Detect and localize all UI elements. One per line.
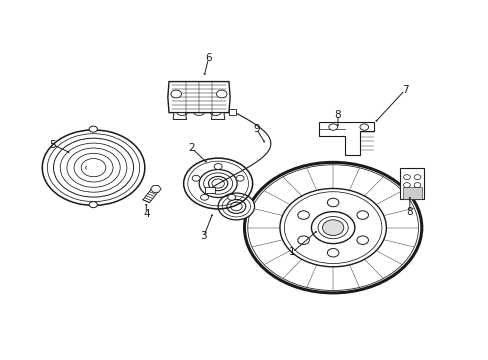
- Circle shape: [42, 130, 144, 206]
- Polygon shape: [318, 122, 373, 155]
- Circle shape: [218, 193, 254, 220]
- Circle shape: [236, 175, 244, 181]
- Circle shape: [297, 236, 309, 244]
- Text: 7: 7: [401, 85, 407, 95]
- Circle shape: [413, 175, 420, 180]
- Polygon shape: [173, 113, 186, 120]
- Text: 4: 4: [142, 208, 149, 219]
- Polygon shape: [211, 113, 224, 120]
- Circle shape: [89, 126, 97, 132]
- Circle shape: [171, 90, 181, 98]
- Circle shape: [322, 220, 343, 235]
- Circle shape: [244, 162, 421, 293]
- Text: 3: 3: [200, 231, 206, 242]
- Circle shape: [359, 124, 368, 130]
- Circle shape: [214, 163, 222, 170]
- Text: 6: 6: [205, 53, 211, 63]
- Polygon shape: [228, 109, 236, 116]
- Circle shape: [356, 211, 368, 219]
- Circle shape: [297, 211, 309, 219]
- Circle shape: [327, 198, 338, 207]
- Circle shape: [192, 175, 200, 181]
- Circle shape: [403, 175, 409, 180]
- Circle shape: [89, 202, 97, 208]
- Text: 8: 8: [406, 207, 412, 217]
- Circle shape: [183, 158, 252, 209]
- Text: 5: 5: [49, 140, 56, 150]
- Polygon shape: [150, 186, 161, 192]
- Circle shape: [227, 194, 235, 200]
- Circle shape: [356, 236, 368, 244]
- Circle shape: [200, 194, 208, 200]
- Polygon shape: [402, 187, 421, 199]
- Polygon shape: [167, 80, 230, 114]
- Polygon shape: [205, 187, 214, 193]
- Text: 9: 9: [253, 124, 259, 134]
- Circle shape: [403, 183, 409, 188]
- Polygon shape: [399, 168, 424, 199]
- Circle shape: [216, 90, 226, 98]
- Circle shape: [328, 124, 337, 130]
- Text: 2: 2: [188, 143, 195, 153]
- Circle shape: [413, 183, 420, 188]
- Text: 8: 8: [334, 110, 341, 120]
- Text: 1: 1: [288, 247, 295, 257]
- Circle shape: [327, 248, 338, 257]
